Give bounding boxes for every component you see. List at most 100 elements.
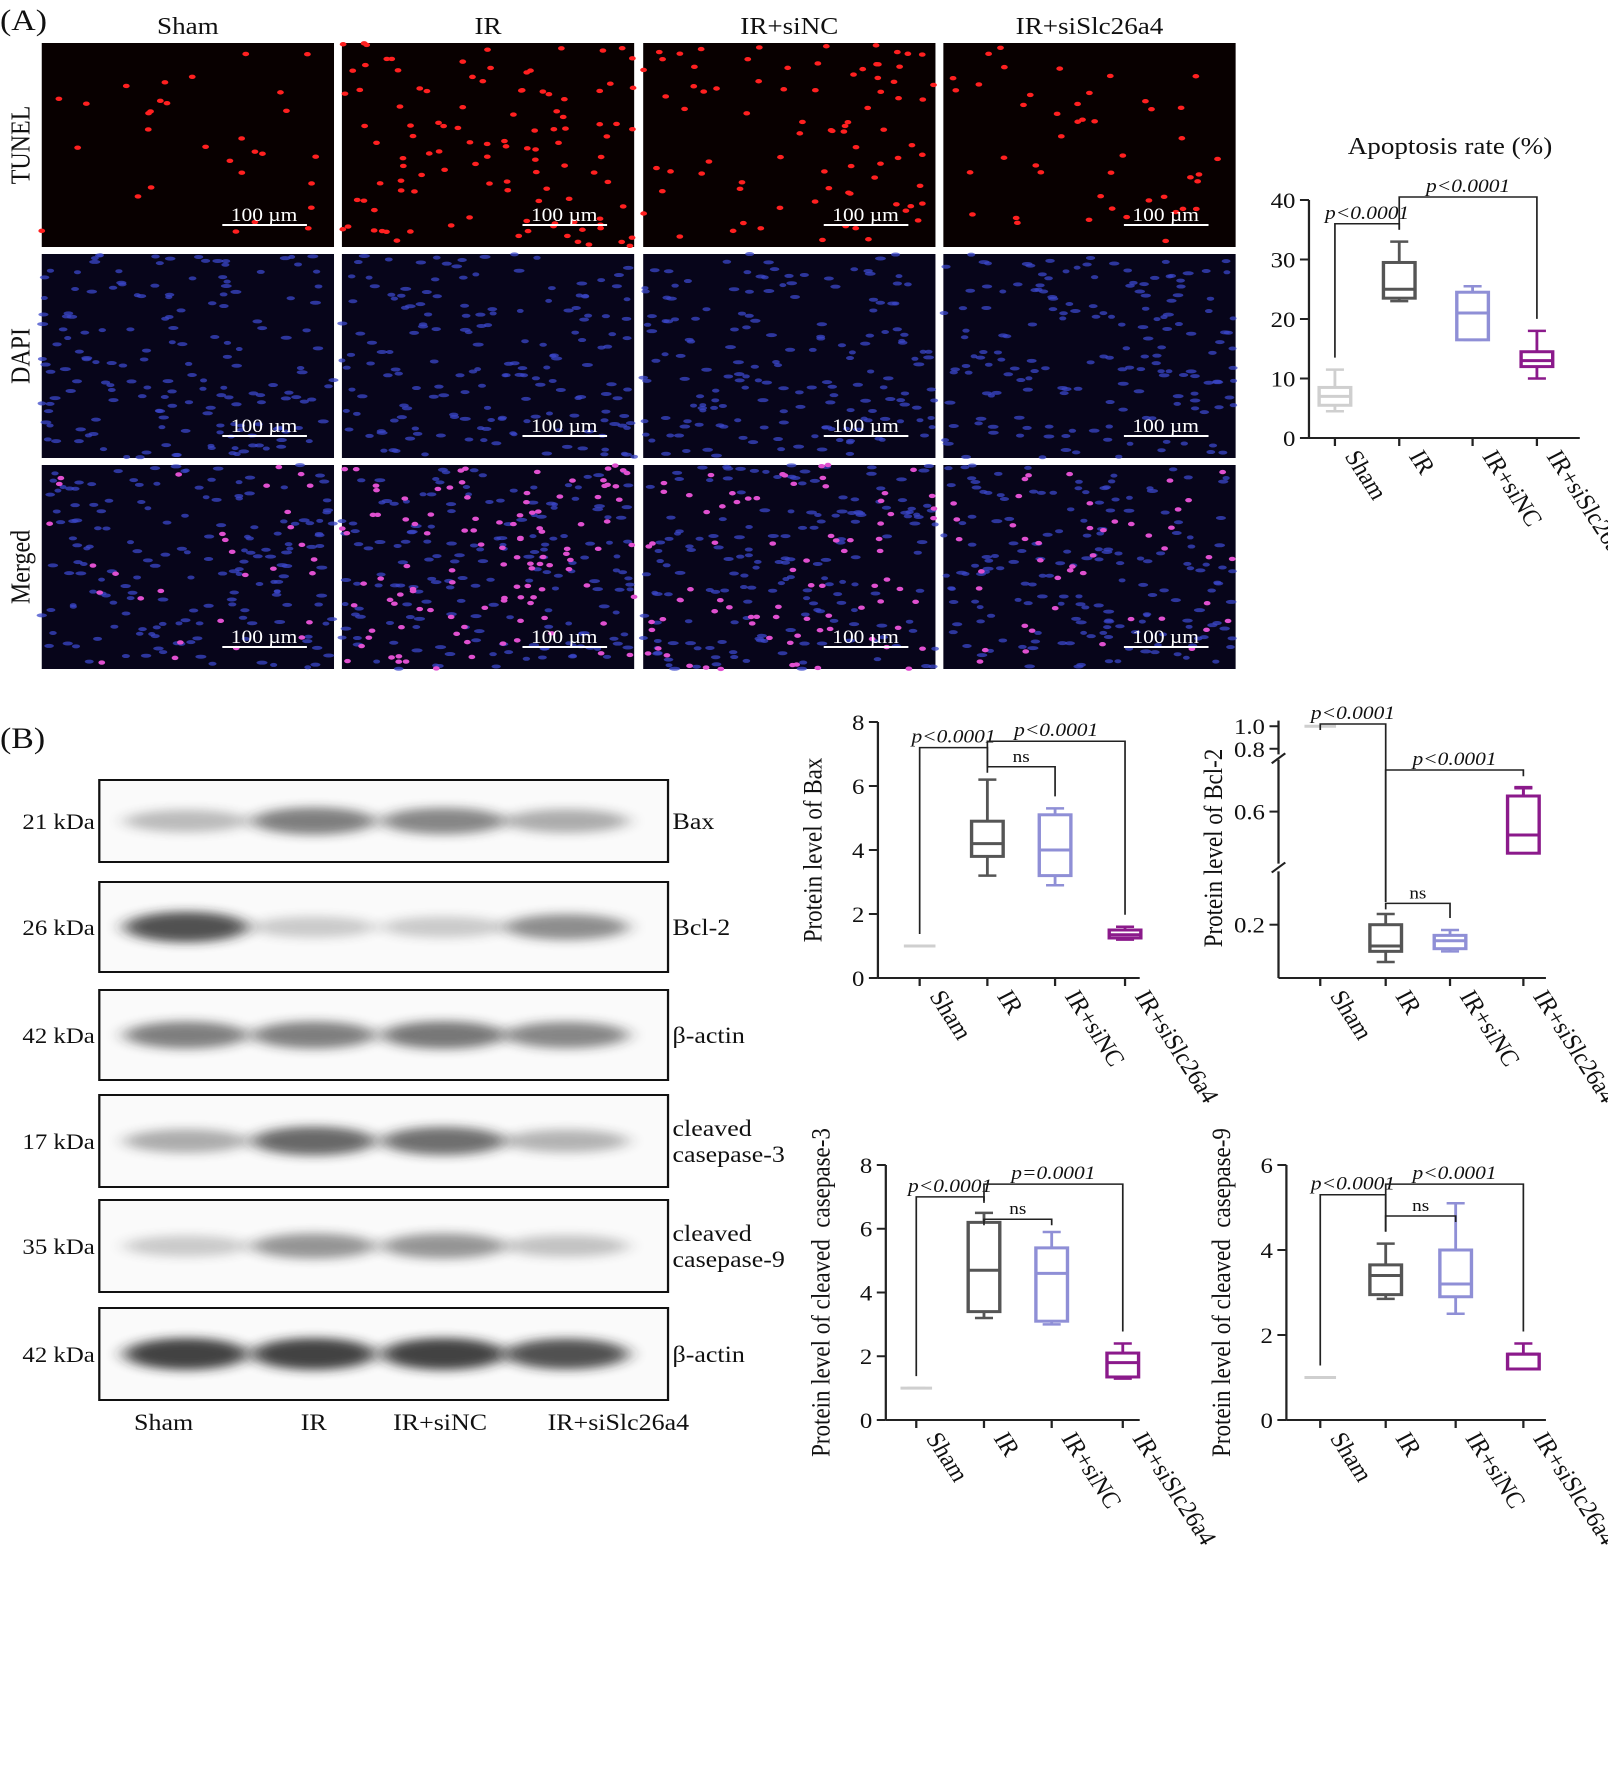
nucleus: [446, 541, 457, 546]
nucleus: [270, 579, 278, 584]
tunel-dot: [539, 89, 547, 94]
nucleus: [1138, 619, 1146, 624]
tunel-dot: [397, 178, 405, 183]
nucleus: [40, 296, 48, 301]
tunel-dot: [655, 49, 663, 55]
nucleus: [305, 439, 313, 444]
tunel-dot: [297, 471, 305, 477]
nucleus: [609, 421, 620, 426]
nucleus: [37, 401, 47, 406]
tunel-dot: [1015, 493, 1023, 499]
tunel-dot: [626, 243, 634, 249]
nucleus: [1094, 500, 1105, 505]
tunel-dot: [819, 237, 826, 243]
nucleus: [49, 630, 57, 635]
nucleus: [842, 426, 850, 431]
nucleus: [993, 350, 1003, 355]
nucleus: [961, 363, 971, 368]
nucleus: [1141, 415, 1151, 420]
y-tick-label: 4: [1260, 1239, 1273, 1263]
significance-label: p<0.0001: [1323, 203, 1409, 224]
micrograph-bg: [943, 43, 1236, 247]
nucleus: [1173, 401, 1182, 406]
scale-bar-label: 100 µm: [1132, 416, 1199, 437]
nucleus: [223, 279, 231, 284]
tunel-dot: [1053, 111, 1061, 117]
nucleus: [763, 288, 775, 293]
tunel-dot: [868, 636, 876, 642]
tunel-dot: [1086, 501, 1094, 506]
tunel-dot: [1012, 215, 1020, 221]
tunel-dot: [757, 226, 765, 231]
nucleus: [998, 638, 1008, 643]
kda-label: 42 kDa: [22, 1343, 95, 1367]
micrograph-bg: [943, 254, 1236, 458]
nucleus: [270, 662, 278, 667]
tunel-dot: [343, 530, 351, 536]
x-tick-label: Sham: [1324, 986, 1378, 1044]
tunel-dot: [524, 228, 532, 234]
tunel-dot: [386, 597, 394, 603]
nucleus: [73, 560, 83, 565]
nucleus: [666, 515, 676, 520]
tunel-dot: [1145, 198, 1153, 203]
nucleus: [847, 510, 857, 515]
nucleus: [39, 275, 50, 280]
nucleus: [1111, 497, 1120, 502]
nucleus: [517, 366, 528, 371]
nucleus: [533, 255, 541, 260]
nucleus: [939, 311, 949, 316]
tunel-dot: [845, 190, 852, 195]
tunel-dot: [360, 581, 368, 586]
tunel-dot: [949, 76, 957, 81]
nucleus: [881, 330, 890, 335]
tunel-dot: [840, 129, 848, 134]
nucleus: [850, 555, 861, 560]
tunel-dot: [202, 144, 209, 149]
nucleus: [548, 378, 557, 383]
nucleus: [958, 306, 968, 311]
nucleus: [228, 602, 237, 607]
nucleus: [54, 488, 62, 493]
tunel-dot: [790, 481, 798, 487]
nucleus: [723, 466, 734, 471]
nucleus: [967, 542, 977, 547]
tunel-dot: [600, 621, 608, 626]
nucleus: [853, 427, 864, 432]
nucleus: [1012, 282, 1023, 287]
y-axis-label: Protein level of cleaved casepase-9: [1208, 1128, 1237, 1457]
nucleus: [717, 639, 727, 644]
tunel-dot: [846, 537, 854, 543]
nucleus: [821, 576, 829, 581]
nucleus: [486, 577, 495, 582]
blot-band: [251, 1338, 376, 1370]
tunel-dot: [144, 127, 152, 132]
tunel-dot: [416, 86, 424, 91]
nucleus: [742, 325, 751, 330]
nucleus: [47, 563, 59, 568]
nucleus: [476, 547, 485, 552]
nucleus: [685, 641, 697, 646]
nucleus: [46, 607, 56, 612]
nucleus: [685, 544, 694, 549]
nucleus: [223, 340, 232, 345]
nucleus: [49, 396, 61, 401]
nucleus: [1085, 255, 1096, 260]
nucleus: [578, 631, 590, 636]
nucleus: [121, 611, 131, 616]
tunel-dot: [283, 108, 290, 113]
tunel-dot: [402, 659, 410, 664]
nucleus: [1126, 441, 1134, 446]
micrograph-bg: [643, 43, 936, 247]
nucleus: [1168, 467, 1178, 472]
tunel-dot: [1161, 546, 1168, 551]
nucleus: [997, 357, 1006, 362]
tunel-dot: [344, 224, 352, 229]
nucleus: [45, 401, 55, 406]
nucleus: [40, 420, 52, 425]
nucleus: [757, 398, 769, 403]
micrograph: 100 µm: [640, 43, 937, 247]
nucleus: [1206, 296, 1215, 301]
tunel-dot: [349, 68, 357, 73]
tunel-dot: [560, 96, 568, 102]
